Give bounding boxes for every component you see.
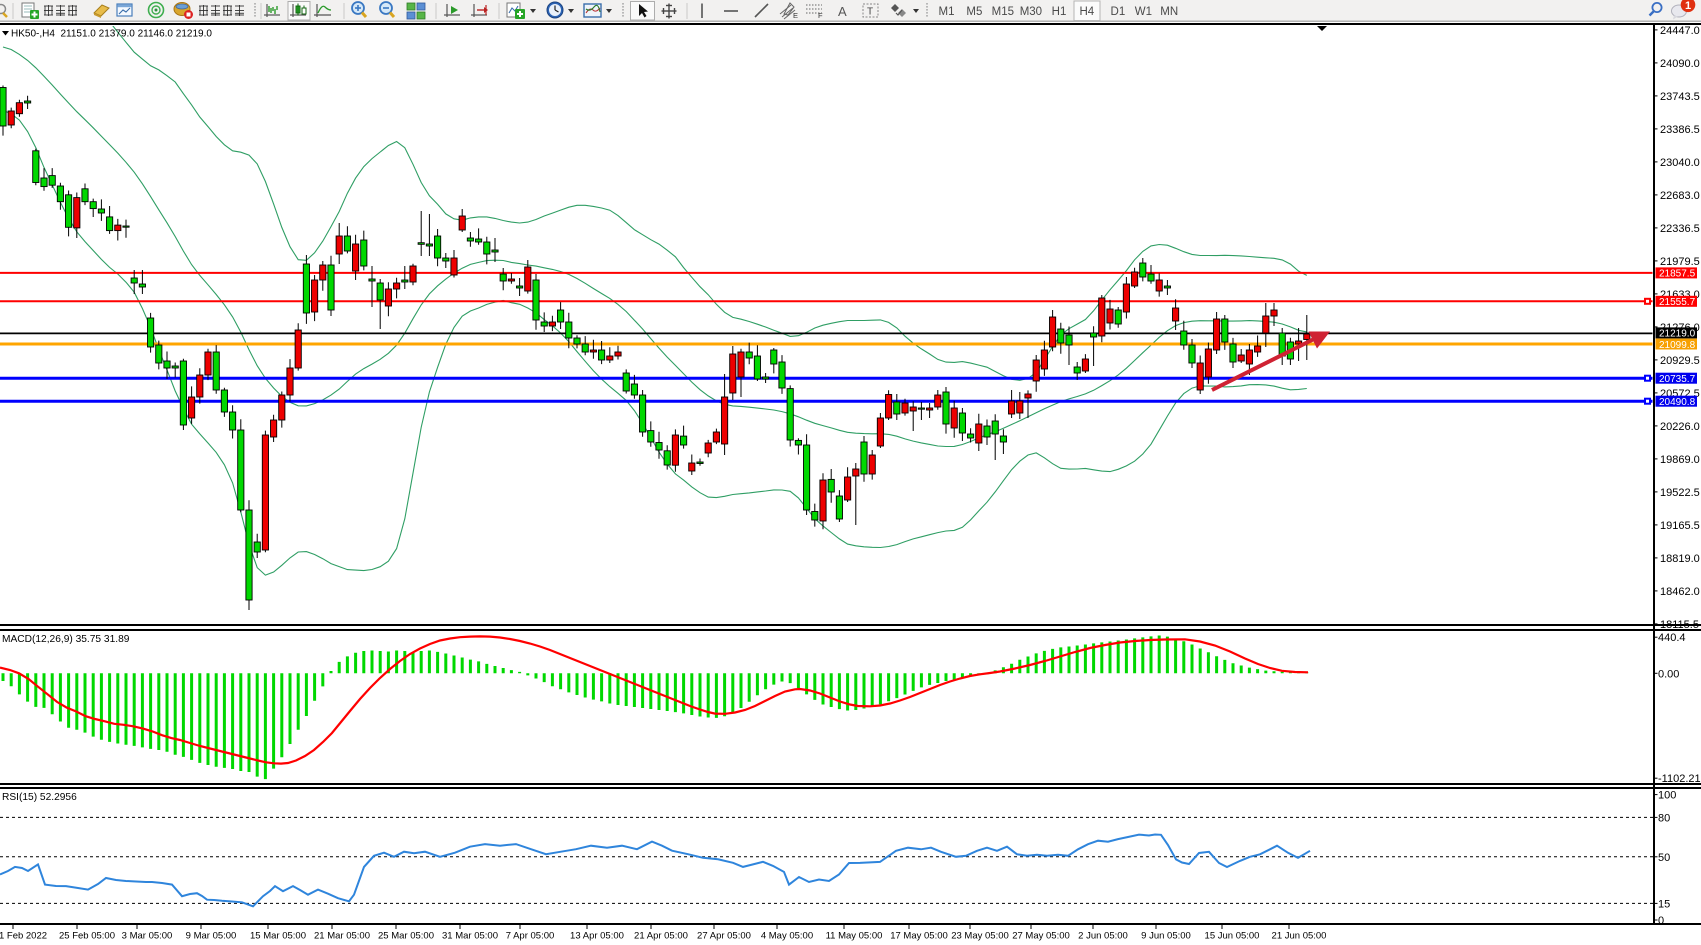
svg-text:20490.8: 20490.8 — [1659, 397, 1696, 408]
svg-text:H1: H1 — [1052, 6, 1067, 18]
svg-text:M30: M30 — [1020, 6, 1042, 18]
svg-text:D1: D1 — [1111, 6, 1126, 18]
svg-text:25 Feb 05:00: 25 Feb 05:00 — [59, 931, 115, 942]
svg-text:0: 0 — [1658, 915, 1664, 927]
svg-text:24447.0: 24447.0 — [1660, 25, 1700, 37]
svg-text:MACD(12,26,9) 35.75 31.89: MACD(12,26,9) 35.75 31.89 — [2, 634, 130, 645]
svg-text:15 Mar 05:00: 15 Mar 05:00 — [250, 931, 306, 942]
svg-text:3 Mar 05:00: 3 Mar 05:00 — [122, 931, 173, 942]
svg-text:7 Apr 05:00: 7 Apr 05:00 — [506, 931, 555, 942]
svg-text:20929.5: 20929.5 — [1660, 355, 1700, 367]
svg-text:21857.5: 21857.5 — [1659, 269, 1696, 280]
svg-text:1: 1 — [1685, 0, 1691, 12]
svg-text:RSI(15) 52.2956: RSI(15) 52.2956 — [2, 792, 77, 803]
svg-text:27 Apr 05:00: 27 Apr 05:00 — [697, 931, 751, 942]
svg-text:MN: MN — [1160, 6, 1178, 18]
svg-text:H4: H4 — [1079, 6, 1094, 18]
svg-text:50: 50 — [1658, 852, 1670, 864]
svg-text:22683.0: 22683.0 — [1660, 190, 1700, 202]
svg-text:19869.0: 19869.0 — [1660, 454, 1700, 466]
svg-text:21 Apr 05:00: 21 Apr 05:00 — [634, 931, 688, 942]
svg-text:19165.5: 19165.5 — [1660, 520, 1700, 532]
svg-text:1 Feb 2022: 1 Feb 2022 — [0, 931, 47, 942]
svg-text:20735.7: 20735.7 — [1659, 374, 1696, 385]
svg-text:19522.5: 19522.5 — [1660, 487, 1700, 499]
svg-text:T: T — [867, 7, 873, 18]
svg-text:F: F — [818, 11, 823, 20]
svg-text:23386.5: 23386.5 — [1660, 124, 1700, 136]
svg-text:21979.5: 21979.5 — [1660, 256, 1700, 268]
svg-text:22336.5: 22336.5 — [1660, 223, 1700, 235]
svg-text:17 May 05:00: 17 May 05:00 — [890, 931, 948, 942]
svg-text:23 May 05:00: 23 May 05:00 — [951, 931, 1009, 942]
svg-text:440.4: 440.4 — [1658, 632, 1686, 644]
svg-text:11 May 05:00: 11 May 05:00 — [826, 931, 883, 942]
svg-text:M1: M1 — [939, 6, 955, 18]
svg-text:21219.0: 21219.0 — [1659, 329, 1696, 340]
svg-text:9 Mar 05:00: 9 Mar 05:00 — [186, 931, 237, 942]
svg-text:23743.5: 23743.5 — [1660, 91, 1700, 103]
svg-text:31 Mar 05:00: 31 Mar 05:00 — [442, 931, 498, 942]
svg-text:2 Jun 05:00: 2 Jun 05:00 — [1078, 931, 1128, 942]
svg-text:9 Jun 05:00: 9 Jun 05:00 — [1141, 931, 1191, 942]
svg-text:E: E — [793, 11, 798, 20]
svg-text:23040.0: 23040.0 — [1660, 157, 1700, 169]
svg-text:0.00: 0.00 — [1658, 668, 1679, 680]
svg-text:27 May 05:00: 27 May 05:00 — [1012, 931, 1070, 942]
svg-text:M5: M5 — [966, 6, 982, 18]
svg-text:24090.0: 24090.0 — [1660, 58, 1700, 70]
svg-text:A: A — [838, 4, 847, 19]
svg-text:25 Mar 05:00: 25 Mar 05:00 — [378, 931, 434, 942]
svg-text:21 Mar 05:00: 21 Mar 05:00 — [314, 931, 370, 942]
svg-text:15: 15 — [1658, 898, 1670, 910]
svg-text:21555.7: 21555.7 — [1659, 297, 1696, 308]
svg-text:21 Jun 05:00: 21 Jun 05:00 — [1272, 931, 1327, 942]
svg-text:W1: W1 — [1135, 6, 1152, 18]
svg-text:4 May 05:00: 4 May 05:00 — [761, 931, 813, 942]
svg-text:M15: M15 — [992, 6, 1014, 18]
svg-text:20226.0: 20226.0 — [1660, 421, 1700, 433]
svg-text:-1102.21: -1102.21 — [1658, 773, 1701, 785]
svg-text:21099.8: 21099.8 — [1659, 340, 1696, 351]
svg-text:15 Jun 05:00: 15 Jun 05:00 — [1205, 931, 1260, 942]
svg-text:18462.0: 18462.0 — [1660, 586, 1700, 598]
svg-text:HK50-,H4 21151.0 21379.0 2114: HK50-,H4 21151.0 21379.0 21146.0 21219.0 — [11, 29, 212, 40]
svg-text:100: 100 — [1658, 790, 1676, 802]
svg-text:13 Apr 05:00: 13 Apr 05:00 — [570, 931, 624, 942]
svg-text:80: 80 — [1658, 812, 1670, 824]
svg-text:18819.0: 18819.0 — [1660, 553, 1700, 565]
